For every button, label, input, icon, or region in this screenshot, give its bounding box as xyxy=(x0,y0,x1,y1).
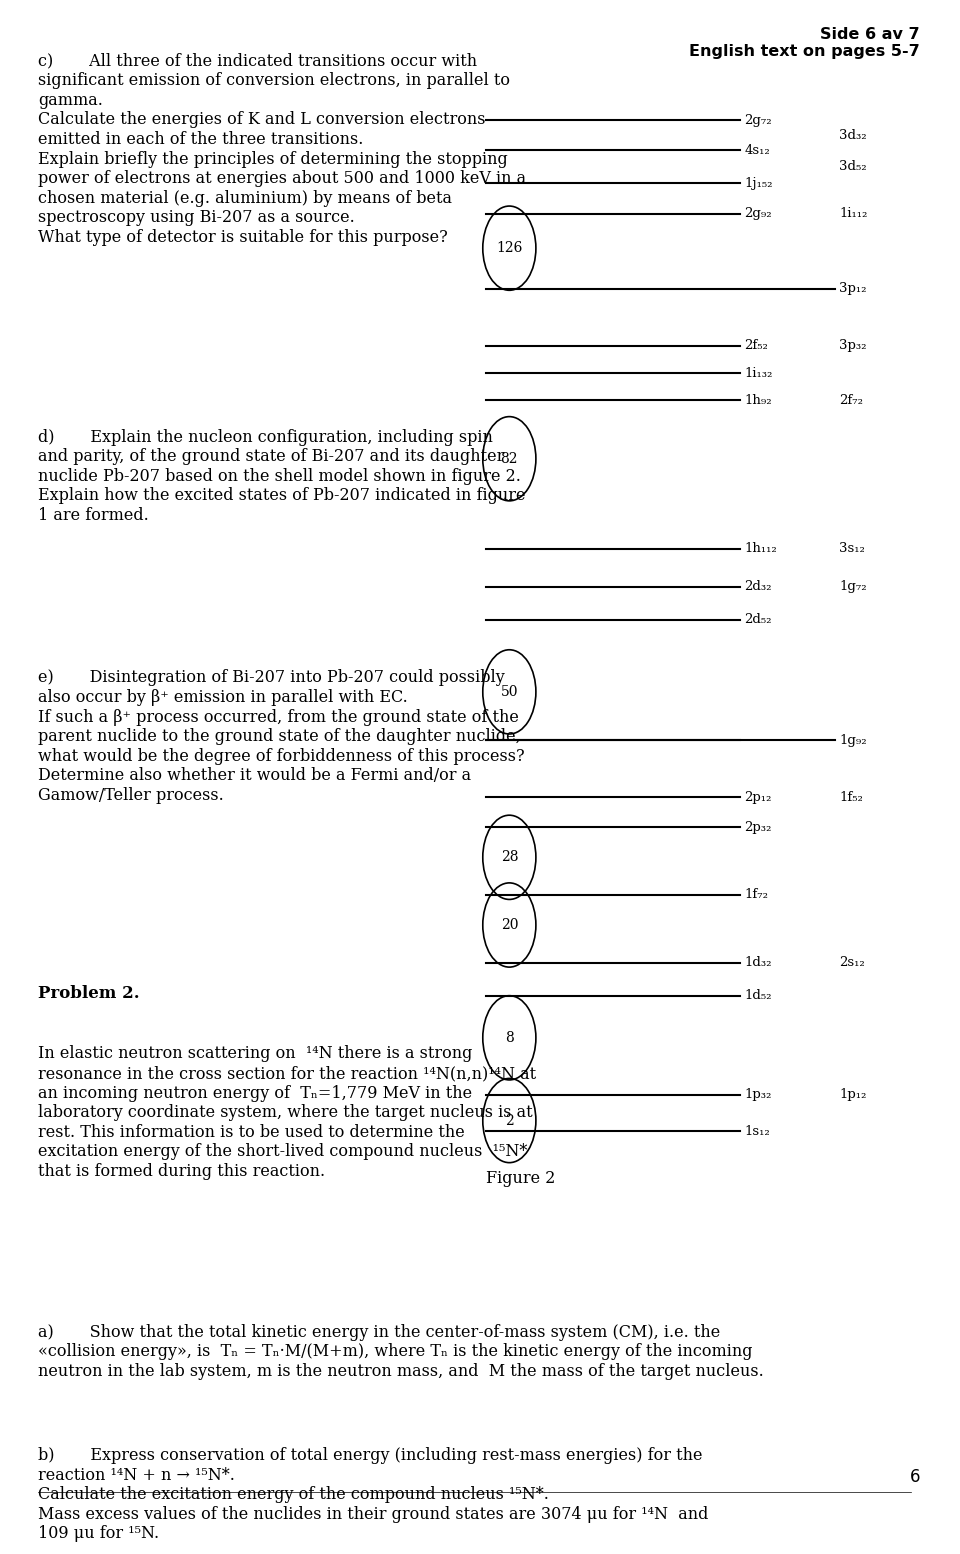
Text: 3d₃₂: 3d₃₂ xyxy=(839,129,867,141)
Text: 1i₁₃₂: 1i₁₃₂ xyxy=(745,367,773,379)
Text: In elastic neutron scattering on  ¹⁴N there is a strong
resonance in the cross s: In elastic neutron scattering on ¹⁴N the… xyxy=(38,1046,536,1179)
Text: 2f₇₂: 2f₇₂ xyxy=(839,393,863,407)
Text: 1j₁₅₂: 1j₁₅₂ xyxy=(745,177,773,190)
Text: 2s₁₂: 2s₁₂ xyxy=(839,956,865,970)
Text: 1i₁₁₂: 1i₁₁₂ xyxy=(839,207,868,221)
Text: d)       Explain the nucleon configuration, including spin
and parity, of the gr: d) Explain the nucleon configuration, in… xyxy=(38,429,525,524)
Text: 50: 50 xyxy=(500,685,518,699)
Text: 3d₅₂: 3d₅₂ xyxy=(839,160,867,174)
Text: a)       Show that the total kinetic energy in the center-of-mass system (CM), i: a) Show that the total kinetic energy in… xyxy=(38,1324,764,1380)
Text: 82: 82 xyxy=(500,452,518,466)
Text: 20: 20 xyxy=(500,918,518,932)
Text: 2: 2 xyxy=(505,1114,514,1128)
Text: 2p₃₂: 2p₃₂ xyxy=(745,821,772,834)
Text: 1g₇₂: 1g₇₂ xyxy=(839,580,867,594)
Text: 2d₅₂: 2d₅₂ xyxy=(745,614,772,626)
Text: 1f₇₂: 1f₇₂ xyxy=(745,889,769,901)
Text: 2p₁₂: 2p₁₂ xyxy=(745,791,772,803)
Text: b)       Express conservation of total energy (including rest-mass energies) for: b) Express conservation of total energy … xyxy=(38,1447,708,1542)
Text: 3s₁₂: 3s₁₂ xyxy=(839,542,865,555)
Text: 126: 126 xyxy=(496,241,522,255)
Text: e)       Disintegration of Bi-207 into Pb-207 could possibly
also occur by β⁺ em: e) Disintegration of Bi-207 into Pb-207 … xyxy=(38,670,524,803)
Text: 1d₃₂: 1d₃₂ xyxy=(745,956,772,970)
Text: 1p₁₂: 1p₁₂ xyxy=(839,1088,867,1102)
Text: 2g₉₂: 2g₉₂ xyxy=(745,207,772,221)
Text: Side 6 av 7
English text on pages 5-7: Side 6 av 7 English text on pages 5-7 xyxy=(689,26,920,59)
Text: 2f₅₂: 2f₅₂ xyxy=(745,339,768,353)
Text: Problem 2.: Problem 2. xyxy=(38,985,139,1002)
Text: 1d₅₂: 1d₅₂ xyxy=(745,990,772,1002)
Text: 4s₁₂: 4s₁₂ xyxy=(745,145,770,157)
Text: 3p₃₂: 3p₃₂ xyxy=(839,339,867,353)
Text: 1h₁₁₂: 1h₁₁₂ xyxy=(745,542,778,555)
Text: 2d₃₂: 2d₃₂ xyxy=(745,580,772,594)
Text: 1h₉₂: 1h₉₂ xyxy=(745,393,772,407)
Text: 3p₁₂: 3p₁₂ xyxy=(839,283,867,295)
Text: 1p₃₂: 1p₃₂ xyxy=(745,1088,772,1102)
Text: 8: 8 xyxy=(505,1030,514,1044)
Text: 1s₁₂: 1s₁₂ xyxy=(745,1125,770,1138)
Text: 1g₉₂: 1g₉₂ xyxy=(839,733,867,746)
Text: c)       All three of the indicated transitions occur with
significant emission : c) All three of the indicated transition… xyxy=(38,53,526,246)
Text: 2g₇₂: 2g₇₂ xyxy=(745,113,772,127)
Text: Figure 2: Figure 2 xyxy=(486,1170,555,1187)
Text: 1f₅₂: 1f₅₂ xyxy=(839,791,863,803)
Text: 6: 6 xyxy=(909,1469,920,1486)
Text: 28: 28 xyxy=(500,850,518,864)
